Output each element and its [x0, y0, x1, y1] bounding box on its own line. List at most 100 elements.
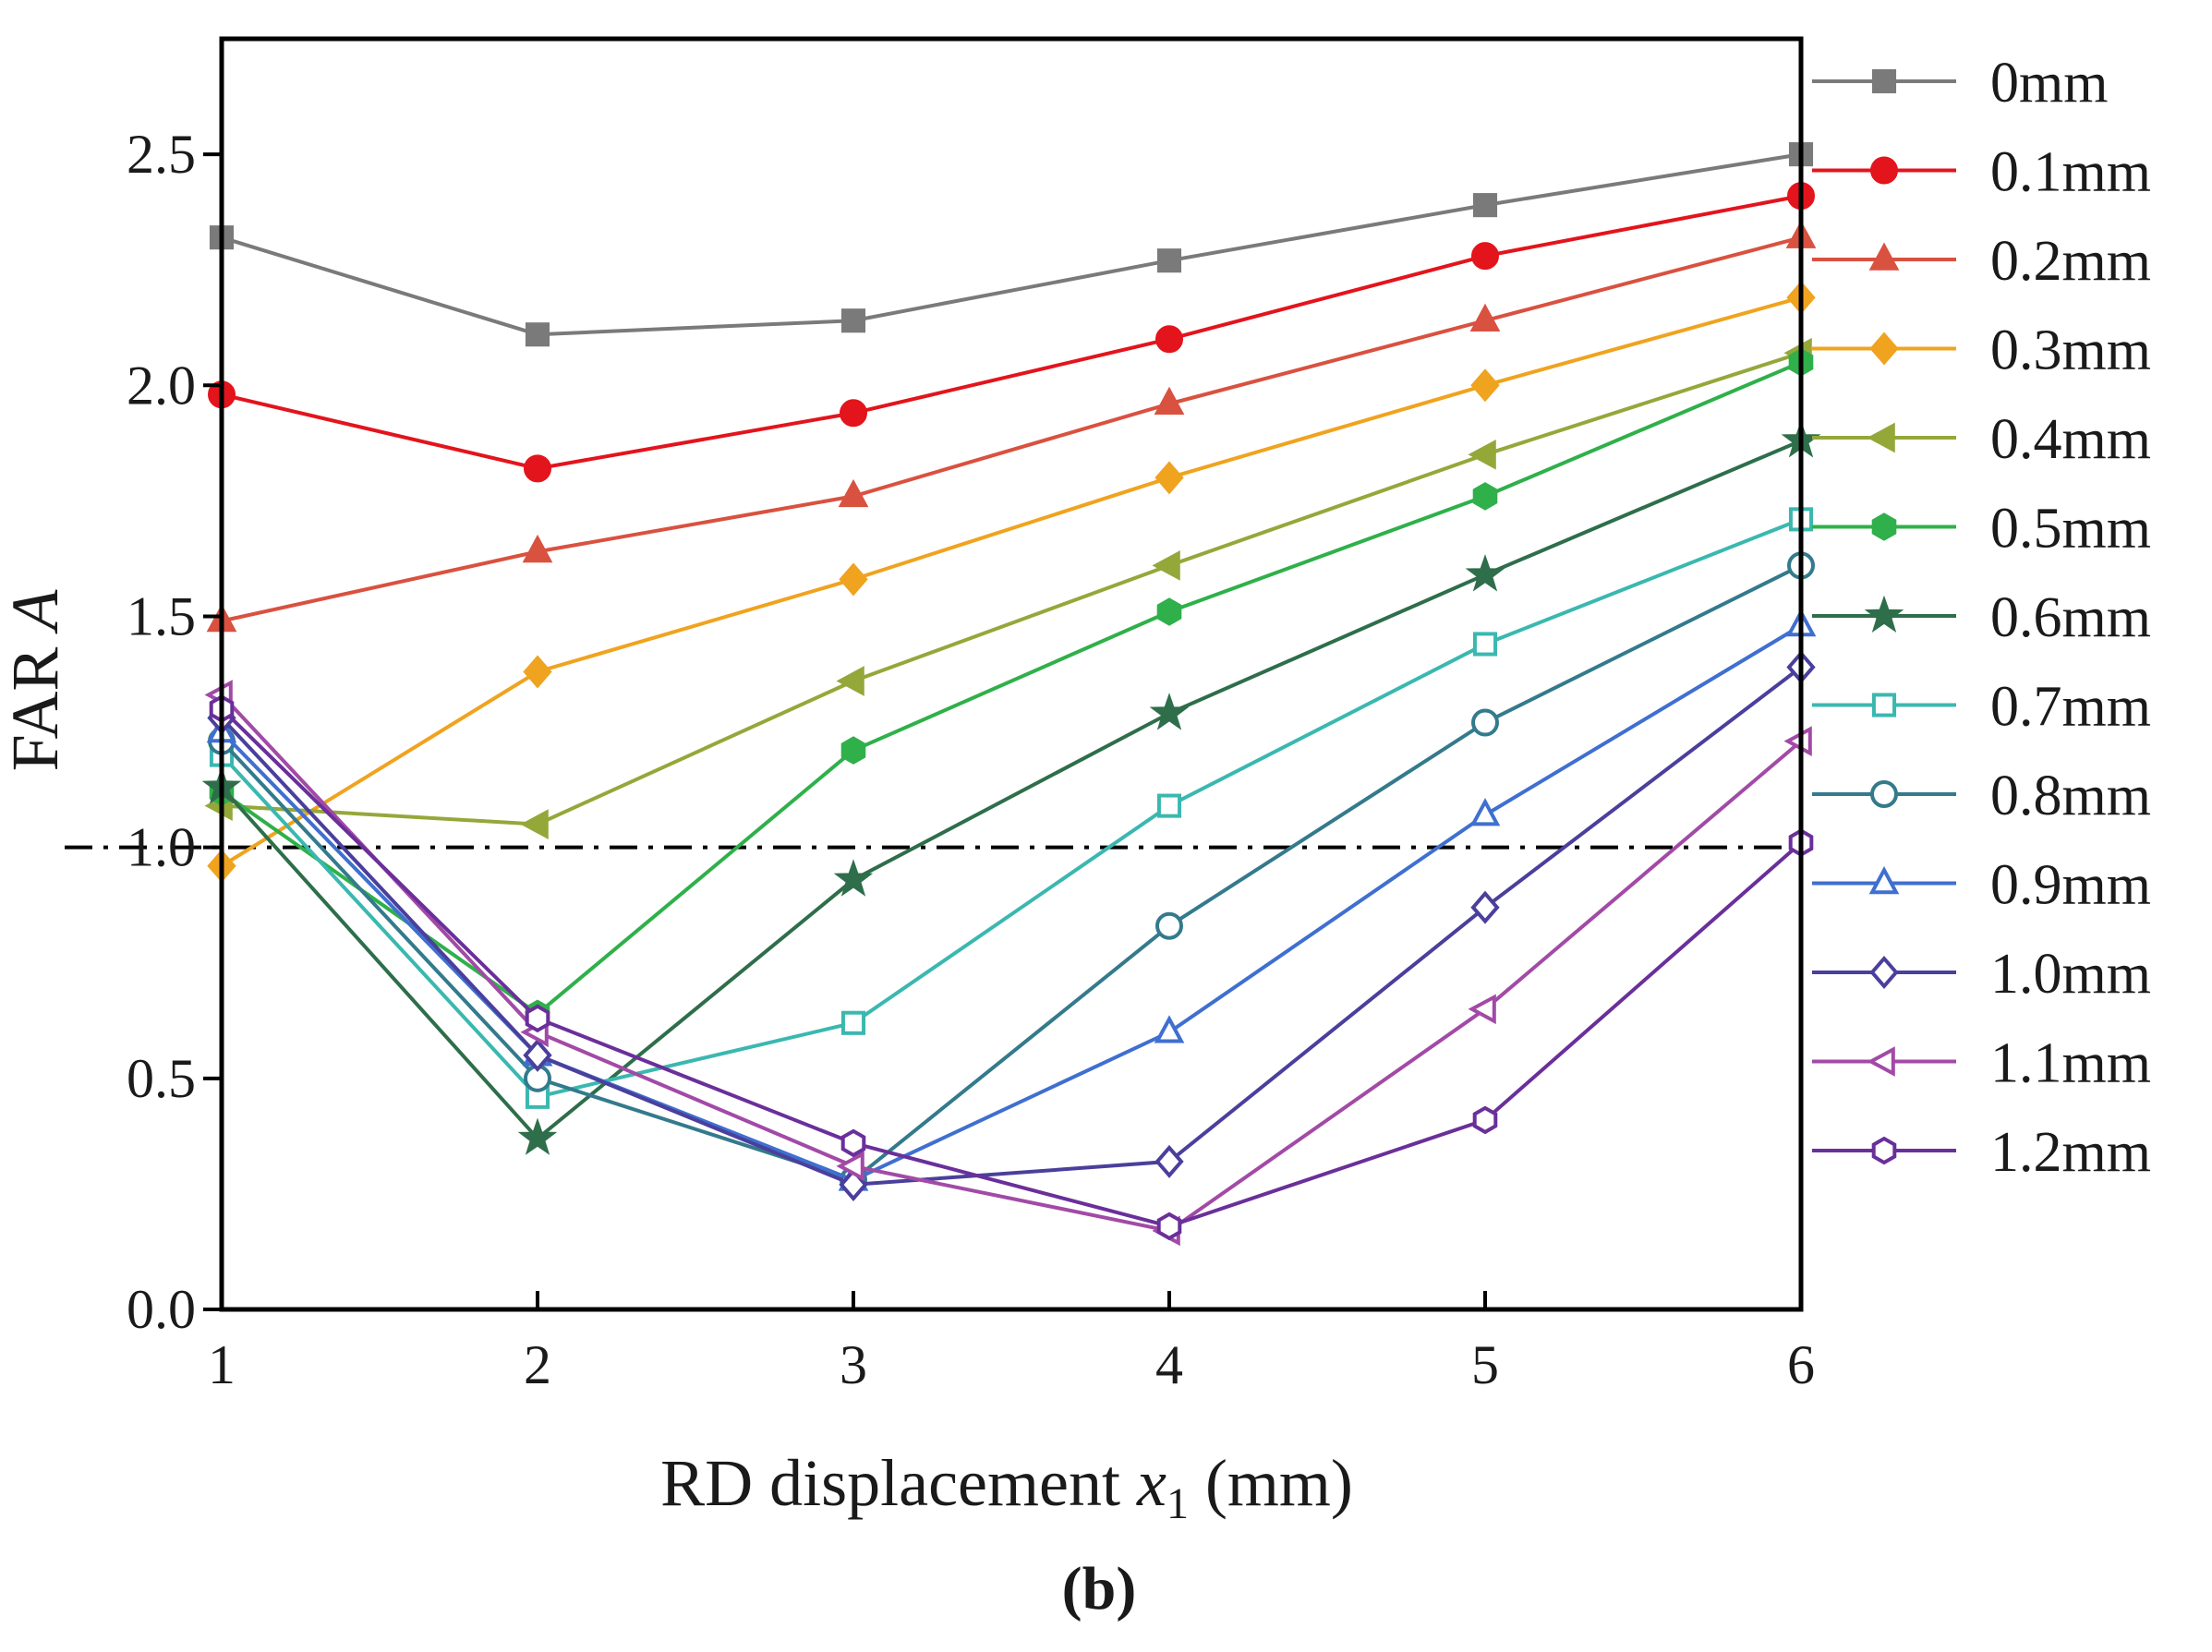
- data-point: [1472, 632, 1498, 657]
- legend-label: 0.4mm: [1990, 408, 2151, 471]
- data-point: [1472, 1105, 1498, 1135]
- panel-label: (b): [1062, 1555, 1137, 1622]
- series-line: [220, 563, 1802, 1183]
- data-point: [1156, 793, 1182, 818]
- legend-label: 0.8mm: [1990, 765, 2151, 827]
- series-line: [221, 152, 1802, 337]
- data-point: [1154, 1015, 1185, 1043]
- data-point: [523, 655, 552, 689]
- legend-marker: [1869, 955, 1899, 990]
- data-point: [1468, 439, 1496, 470]
- y-tick-label: 1.0: [127, 817, 196, 878]
- data-point: [1465, 554, 1505, 592]
- legend-marker: [1869, 332, 1899, 366]
- data-point: [1156, 597, 1182, 626]
- legend-marker: [1868, 865, 1900, 895]
- data-point: [840, 399, 867, 428]
- data-point: [1471, 242, 1499, 271]
- series-0.8mm: [208, 551, 1815, 1194]
- legend-item: 0.7mm: [1812, 676, 2151, 739]
- series-0.1mm: [208, 182, 1815, 483]
- x-tick-label: 1: [208, 1334, 236, 1395]
- plot-layer: [65, 142, 1821, 1247]
- series-line: [220, 693, 1803, 1234]
- data-point: [525, 322, 550, 347]
- data-point: [1469, 798, 1501, 826]
- legend-label: 1.2mm: [1990, 1121, 2151, 1184]
- legend-item: 0.4mm: [1812, 408, 2151, 471]
- data-point: [1471, 708, 1499, 737]
- legend-label: 0mm: [1990, 52, 2108, 115]
- data-point: [836, 666, 864, 696]
- data-point: [524, 454, 551, 483]
- data-point: [1472, 482, 1498, 511]
- data-point: [520, 809, 549, 839]
- plot-frame: [219, 36, 1804, 1312]
- data-point: [836, 1151, 864, 1182]
- series-line: [220, 707, 1803, 1228]
- legend-item: 0.3mm: [1812, 320, 2151, 382]
- legend-marker: [1864, 595, 1904, 633]
- series-0.3mm: [207, 281, 1816, 883]
- series-0.7mm: [209, 507, 1814, 1109]
- legend-item: 0.8mm: [1812, 765, 2151, 827]
- data-point: [1468, 994, 1496, 1025]
- legend-item: 1.2mm: [1812, 1121, 2151, 1184]
- data-point: [1155, 911, 1183, 940]
- legend-item: 0.9mm: [1812, 854, 2151, 917]
- data-point: [1154, 461, 1184, 495]
- legend-marker: [1871, 1136, 1897, 1165]
- series-line: [221, 194, 1802, 471]
- legend-label: 1.1mm: [1990, 1032, 2151, 1095]
- data-point: [1149, 693, 1190, 730]
- data-point: [833, 859, 874, 897]
- series-line: [220, 295, 1802, 868]
- y-tick-label: 0.0: [127, 1279, 196, 1340]
- legend-label: 0.5mm: [1990, 498, 2151, 561]
- x-axis-label: RD displacement x1 (mm): [660, 1446, 1353, 1528]
- data-point: [1470, 890, 1500, 924]
- x-tick-label: 5: [1471, 1334, 1499, 1395]
- legend-marker: [1871, 68, 1897, 94]
- legend-item: 0.2mm: [1812, 230, 2151, 293]
- legend-label: 0.6mm: [1990, 586, 2151, 649]
- x-tick-label: 3: [840, 1334, 867, 1395]
- y-axis-label: FAR A: [0, 589, 72, 772]
- x-tick-label: 4: [1155, 1334, 1183, 1395]
- series-line: [220, 439, 1802, 1141]
- legend-label: 1.0mm: [1990, 943, 2151, 1006]
- data-point: [1472, 193, 1498, 218]
- data-point: [522, 534, 553, 563]
- data-point: [839, 562, 868, 597]
- series-0mm: [209, 142, 1814, 347]
- series-line: [221, 235, 1802, 623]
- series-line: [220, 665, 1803, 1187]
- data-point: [840, 736, 866, 765]
- legend-marker: [1871, 693, 1897, 717]
- legend-marker: [1871, 512, 1897, 541]
- x-tick-label: 2: [524, 1334, 551, 1395]
- legend-marker: [1870, 780, 1898, 808]
- legend-label: 0.2mm: [1990, 230, 2151, 293]
- data-point: [525, 1004, 550, 1033]
- data-point: [838, 478, 869, 508]
- series-1.2mm: [209, 694, 1814, 1241]
- data-point: [1470, 368, 1500, 403]
- data-point: [840, 308, 866, 333]
- legend-label: 0.9mm: [1990, 854, 2151, 917]
- legend-item: 0.1mm: [1812, 141, 2151, 204]
- series-0.9mm: [206, 609, 1817, 1191]
- y-tick-label: 0.5: [127, 1048, 196, 1109]
- x-tick-label: 6: [1787, 1334, 1815, 1395]
- legend-item: 0.6mm: [1812, 586, 2151, 649]
- data-point: [1154, 1144, 1184, 1178]
- data-point: [840, 1010, 866, 1035]
- series-line: [220, 517, 1802, 1100]
- data-point: [1155, 325, 1183, 354]
- data-point: [1156, 248, 1182, 273]
- data-point: [1152, 550, 1180, 581]
- data-point: [1469, 303, 1501, 332]
- series-line: [220, 623, 1803, 1183]
- legend: 0mm 0.1mm 0.2mm 0.3mm 0.4mm 0.5mm 0.6mm 0.7mm 0.…: [1812, 52, 2151, 1184]
